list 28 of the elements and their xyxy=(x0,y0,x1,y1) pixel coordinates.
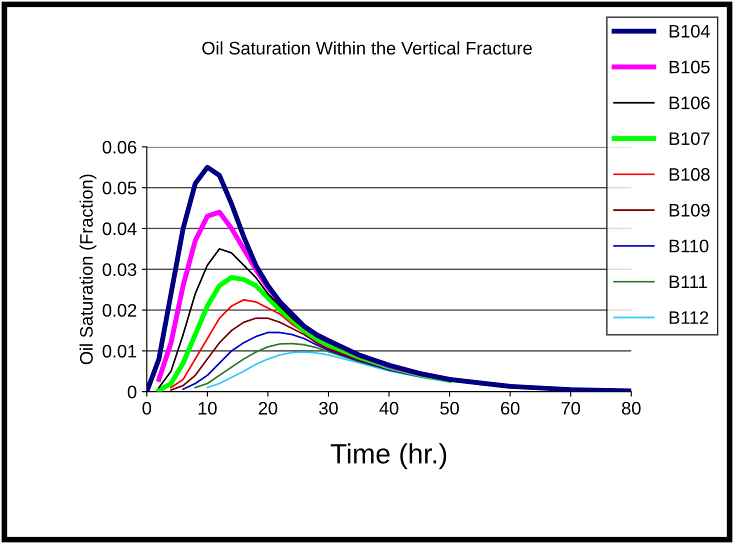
x-tick-label: 80 xyxy=(622,402,641,415)
x-tick-label: 70 xyxy=(562,402,580,415)
x-tick-label: 10 xyxy=(198,402,217,415)
y-tick-label: 0.03 xyxy=(102,263,136,276)
legend-label: B112 xyxy=(670,311,708,324)
y-tick-label: 0 xyxy=(128,386,136,398)
x-tick-label: 60 xyxy=(501,402,520,415)
legend-label: B110 xyxy=(670,240,708,252)
x-tick-label: 30 xyxy=(319,402,338,415)
x-tick-label: 50 xyxy=(440,402,459,415)
legend-label: B104 xyxy=(670,24,710,38)
legend-label: B108 xyxy=(670,168,710,181)
y-tick-label: 0.04 xyxy=(102,222,137,236)
x-tick-label: 20 xyxy=(258,402,278,415)
y-tick-label: 0.05 xyxy=(102,182,136,194)
x-tick-label: 0 xyxy=(142,402,152,415)
legend-label: B105 xyxy=(670,60,710,74)
chart-title: Oil Saturation Within the Vertical Fracture xyxy=(202,41,532,55)
legend-label: B107 xyxy=(670,132,710,146)
x-axis-title: Time (hr.) xyxy=(330,443,446,470)
y-tick-label: 0.01 xyxy=(102,344,136,358)
x-tick-label: 40 xyxy=(379,402,398,415)
legend-label: B111 xyxy=(670,276,707,288)
y-tick-label: 0.02 xyxy=(102,304,136,317)
legend-label: B109 xyxy=(670,204,710,217)
legend-label: B106 xyxy=(670,96,710,110)
y-tick-label: 0.06 xyxy=(102,140,136,154)
y-axis-title: Oil Saturation (Fraction) xyxy=(80,174,96,364)
